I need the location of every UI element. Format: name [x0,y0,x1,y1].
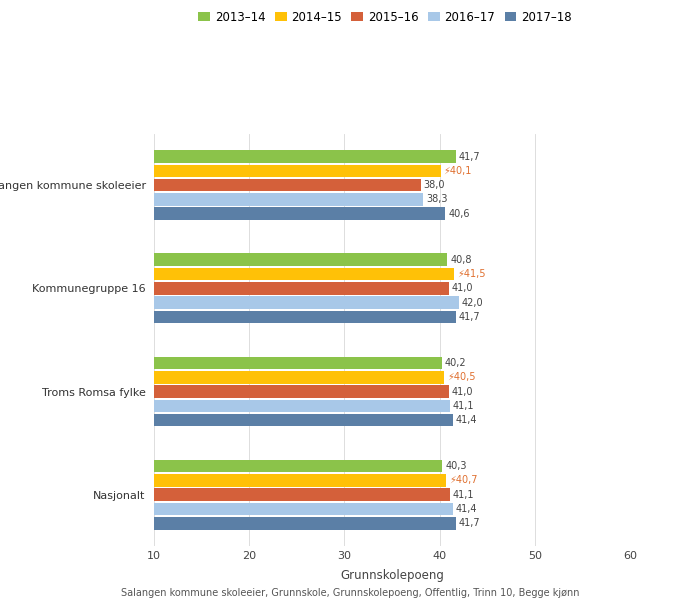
Text: 40,8: 40,8 [450,255,472,265]
Bar [154,489,450,501]
Text: 41,7: 41,7 [458,152,480,161]
Bar [154,164,440,177]
Text: ⚡40,5: ⚡40,5 [447,372,476,382]
Bar [154,254,447,266]
Text: ⚡40,1: ⚡40,1 [443,166,472,176]
Bar [154,179,421,191]
Text: 41,0: 41,0 [452,283,473,293]
Text: 41,0: 41,0 [452,387,473,396]
Text: 41,4: 41,4 [456,504,477,514]
X-axis label: Grunnskolepoeng: Grunnskolepoeng [340,569,444,583]
Bar [154,311,456,323]
Bar [154,385,449,398]
Text: 42,0: 42,0 [461,297,483,308]
Text: 41,4: 41,4 [456,415,477,425]
Text: Grunnskolepoeng, gjennomsnitt: Grunnskolepoeng, gjennomsnitt [161,112,375,126]
Bar [154,460,442,472]
Bar [154,517,456,529]
Text: 41,7: 41,7 [458,312,480,322]
Text: 40,6: 40,6 [448,209,470,219]
Text: 40,2: 40,2 [444,358,466,368]
Text: Salangen kommune skoleeier, Grunnskole, Grunnskolepoeng, Offentlig, Trinn 10, Be: Salangen kommune skoleeier, Grunnskole, … [120,588,580,598]
Bar [154,371,444,384]
Text: 41,1: 41,1 [453,401,475,411]
Text: 38,3: 38,3 [426,194,448,205]
Bar [154,282,449,294]
Text: ⚡40,7: ⚡40,7 [449,475,477,486]
Bar [154,193,424,206]
Bar [154,208,445,220]
Bar [154,296,459,309]
Text: 38,0: 38,0 [424,180,445,190]
Bar [154,357,442,369]
Legend: 2013–14, 2014–15, 2015–16, 2016–17, 2017–18: 2013–14, 2014–15, 2015–16, 2016–17, 2017… [193,6,577,29]
Text: Grunnskolepoeng, gjennomsnitt: Grunnskolepoeng, gjennomsnitt [161,112,375,126]
Bar [154,268,454,280]
Bar [154,414,453,426]
Text: ⚡41,5: ⚡41,5 [456,269,485,279]
Text: 41,7: 41,7 [458,518,480,528]
Bar [154,474,447,487]
Bar [154,399,450,412]
Bar [154,151,456,163]
Text: 41,1: 41,1 [453,490,475,500]
Text: 40,3: 40,3 [445,461,467,471]
Bar [154,503,453,515]
